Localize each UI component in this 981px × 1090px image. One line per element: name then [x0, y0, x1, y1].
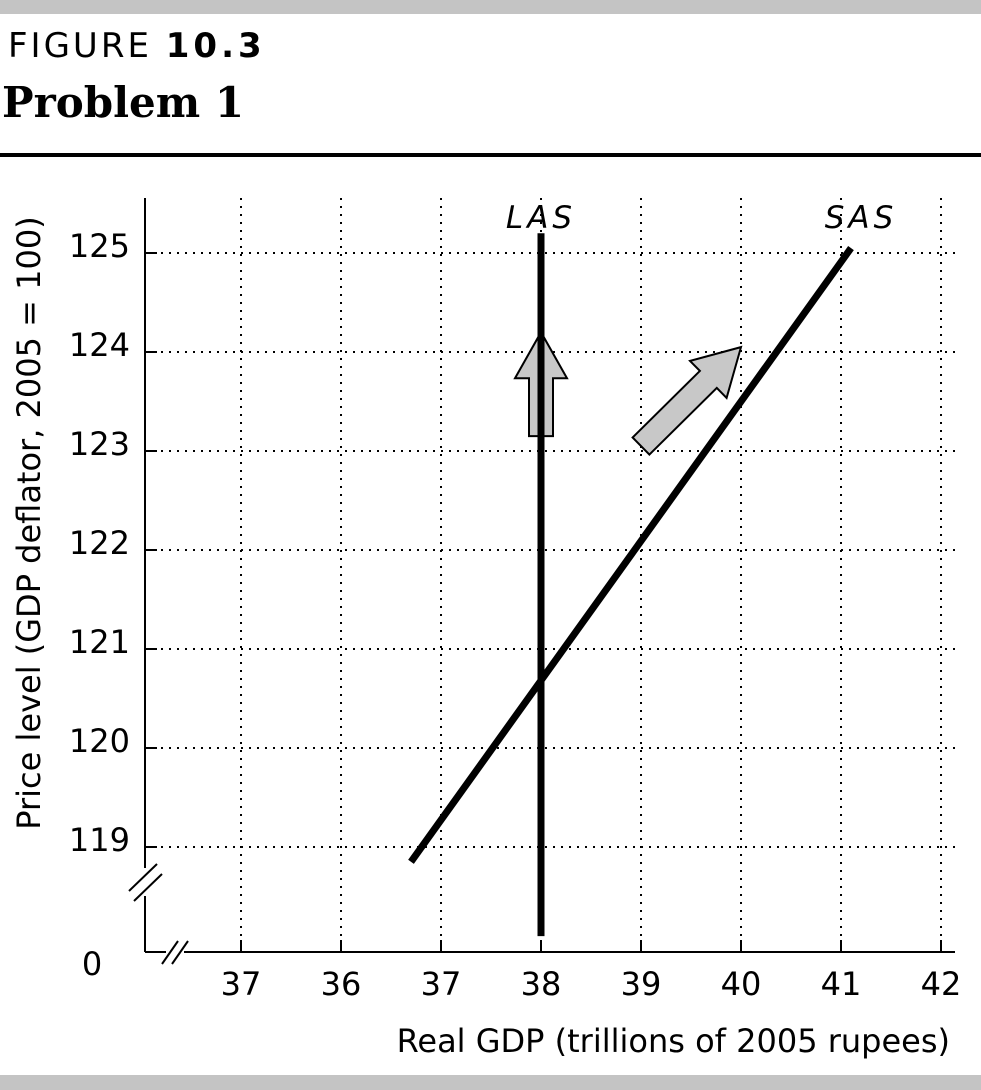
x-tick-label: 41 [821, 965, 862, 1003]
y-tick-label: 119 [69, 821, 130, 859]
series-lines [408, 233, 854, 937]
x-tick-label: 37 [421, 965, 462, 1003]
x-axis-title: Real GDP (trillions of 2005 rupees) [397, 1022, 950, 1060]
y-tick-label: 124 [69, 326, 130, 364]
x-tick-label: 42 [921, 965, 962, 1003]
y-axis-break-mark [128, 863, 158, 892]
x-tick-label: 38 [521, 965, 562, 1003]
bottom-band [0, 1075, 981, 1090]
y-tick-label: 120 [69, 722, 130, 760]
title-rule [0, 153, 981, 157]
sas-movement-arrow [631, 345, 743, 457]
x-tick-label: 36 [321, 965, 362, 1003]
labels: Real GDP (trillions of 2005 rupees) Price… [10, 200, 950, 1060]
sas-line [408, 246, 854, 864]
x-axis-break-mark [171, 940, 189, 965]
y-tick-label: 125 [69, 227, 130, 265]
y-axis-title: Price level (GDP deflator, 2005 = 100) [10, 216, 48, 829]
arrows [513, 330, 743, 457]
figure-number: 10.3 [165, 26, 266, 66]
top-band [0, 0, 981, 14]
x-tick-label: 39 [621, 965, 662, 1003]
figure-label-word: FIGURE [8, 26, 152, 66]
figure-label: FIGURE 10.3 [8, 26, 266, 66]
x-tick-label: 40 [721, 965, 762, 1003]
las-label: LAS [506, 200, 576, 236]
x-tick-label: 37 [221, 965, 262, 1003]
axes [128, 198, 955, 965]
grid [145, 198, 955, 952]
figure-title: Problem 1 [2, 78, 245, 127]
origin-label: 0 [82, 945, 102, 983]
y-tick-label: 122 [69, 524, 130, 562]
y-axis-break-mark [133, 873, 163, 902]
y-tick-label: 123 [69, 425, 130, 463]
ticks: 37 36 37 38 39 40 41 42 119 120 121 122 123 124 125 0 [69, 227, 961, 1003]
x-axis-break-mark [161, 940, 179, 965]
sas-label: SAS [825, 200, 898, 236]
y-tick-label: 121 [69, 623, 130, 661]
